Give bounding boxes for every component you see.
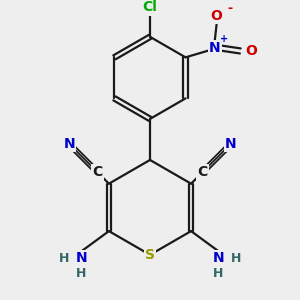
Text: C: C <box>198 165 208 179</box>
Text: Cl: Cl <box>142 0 158 14</box>
Text: H: H <box>76 268 87 281</box>
Text: N: N <box>213 251 224 266</box>
Text: H: H <box>58 252 69 265</box>
Text: S: S <box>145 248 155 262</box>
Text: N: N <box>63 137 75 151</box>
Text: O: O <box>245 44 257 58</box>
Text: N: N <box>225 137 237 151</box>
Text: O: O <box>211 9 223 23</box>
Text: H: H <box>231 252 242 265</box>
Text: +: + <box>220 34 228 44</box>
Text: N: N <box>209 41 220 55</box>
Text: C: C <box>92 165 102 179</box>
Text: N: N <box>76 251 87 266</box>
Text: -: - <box>228 2 233 16</box>
Text: H: H <box>213 268 224 281</box>
